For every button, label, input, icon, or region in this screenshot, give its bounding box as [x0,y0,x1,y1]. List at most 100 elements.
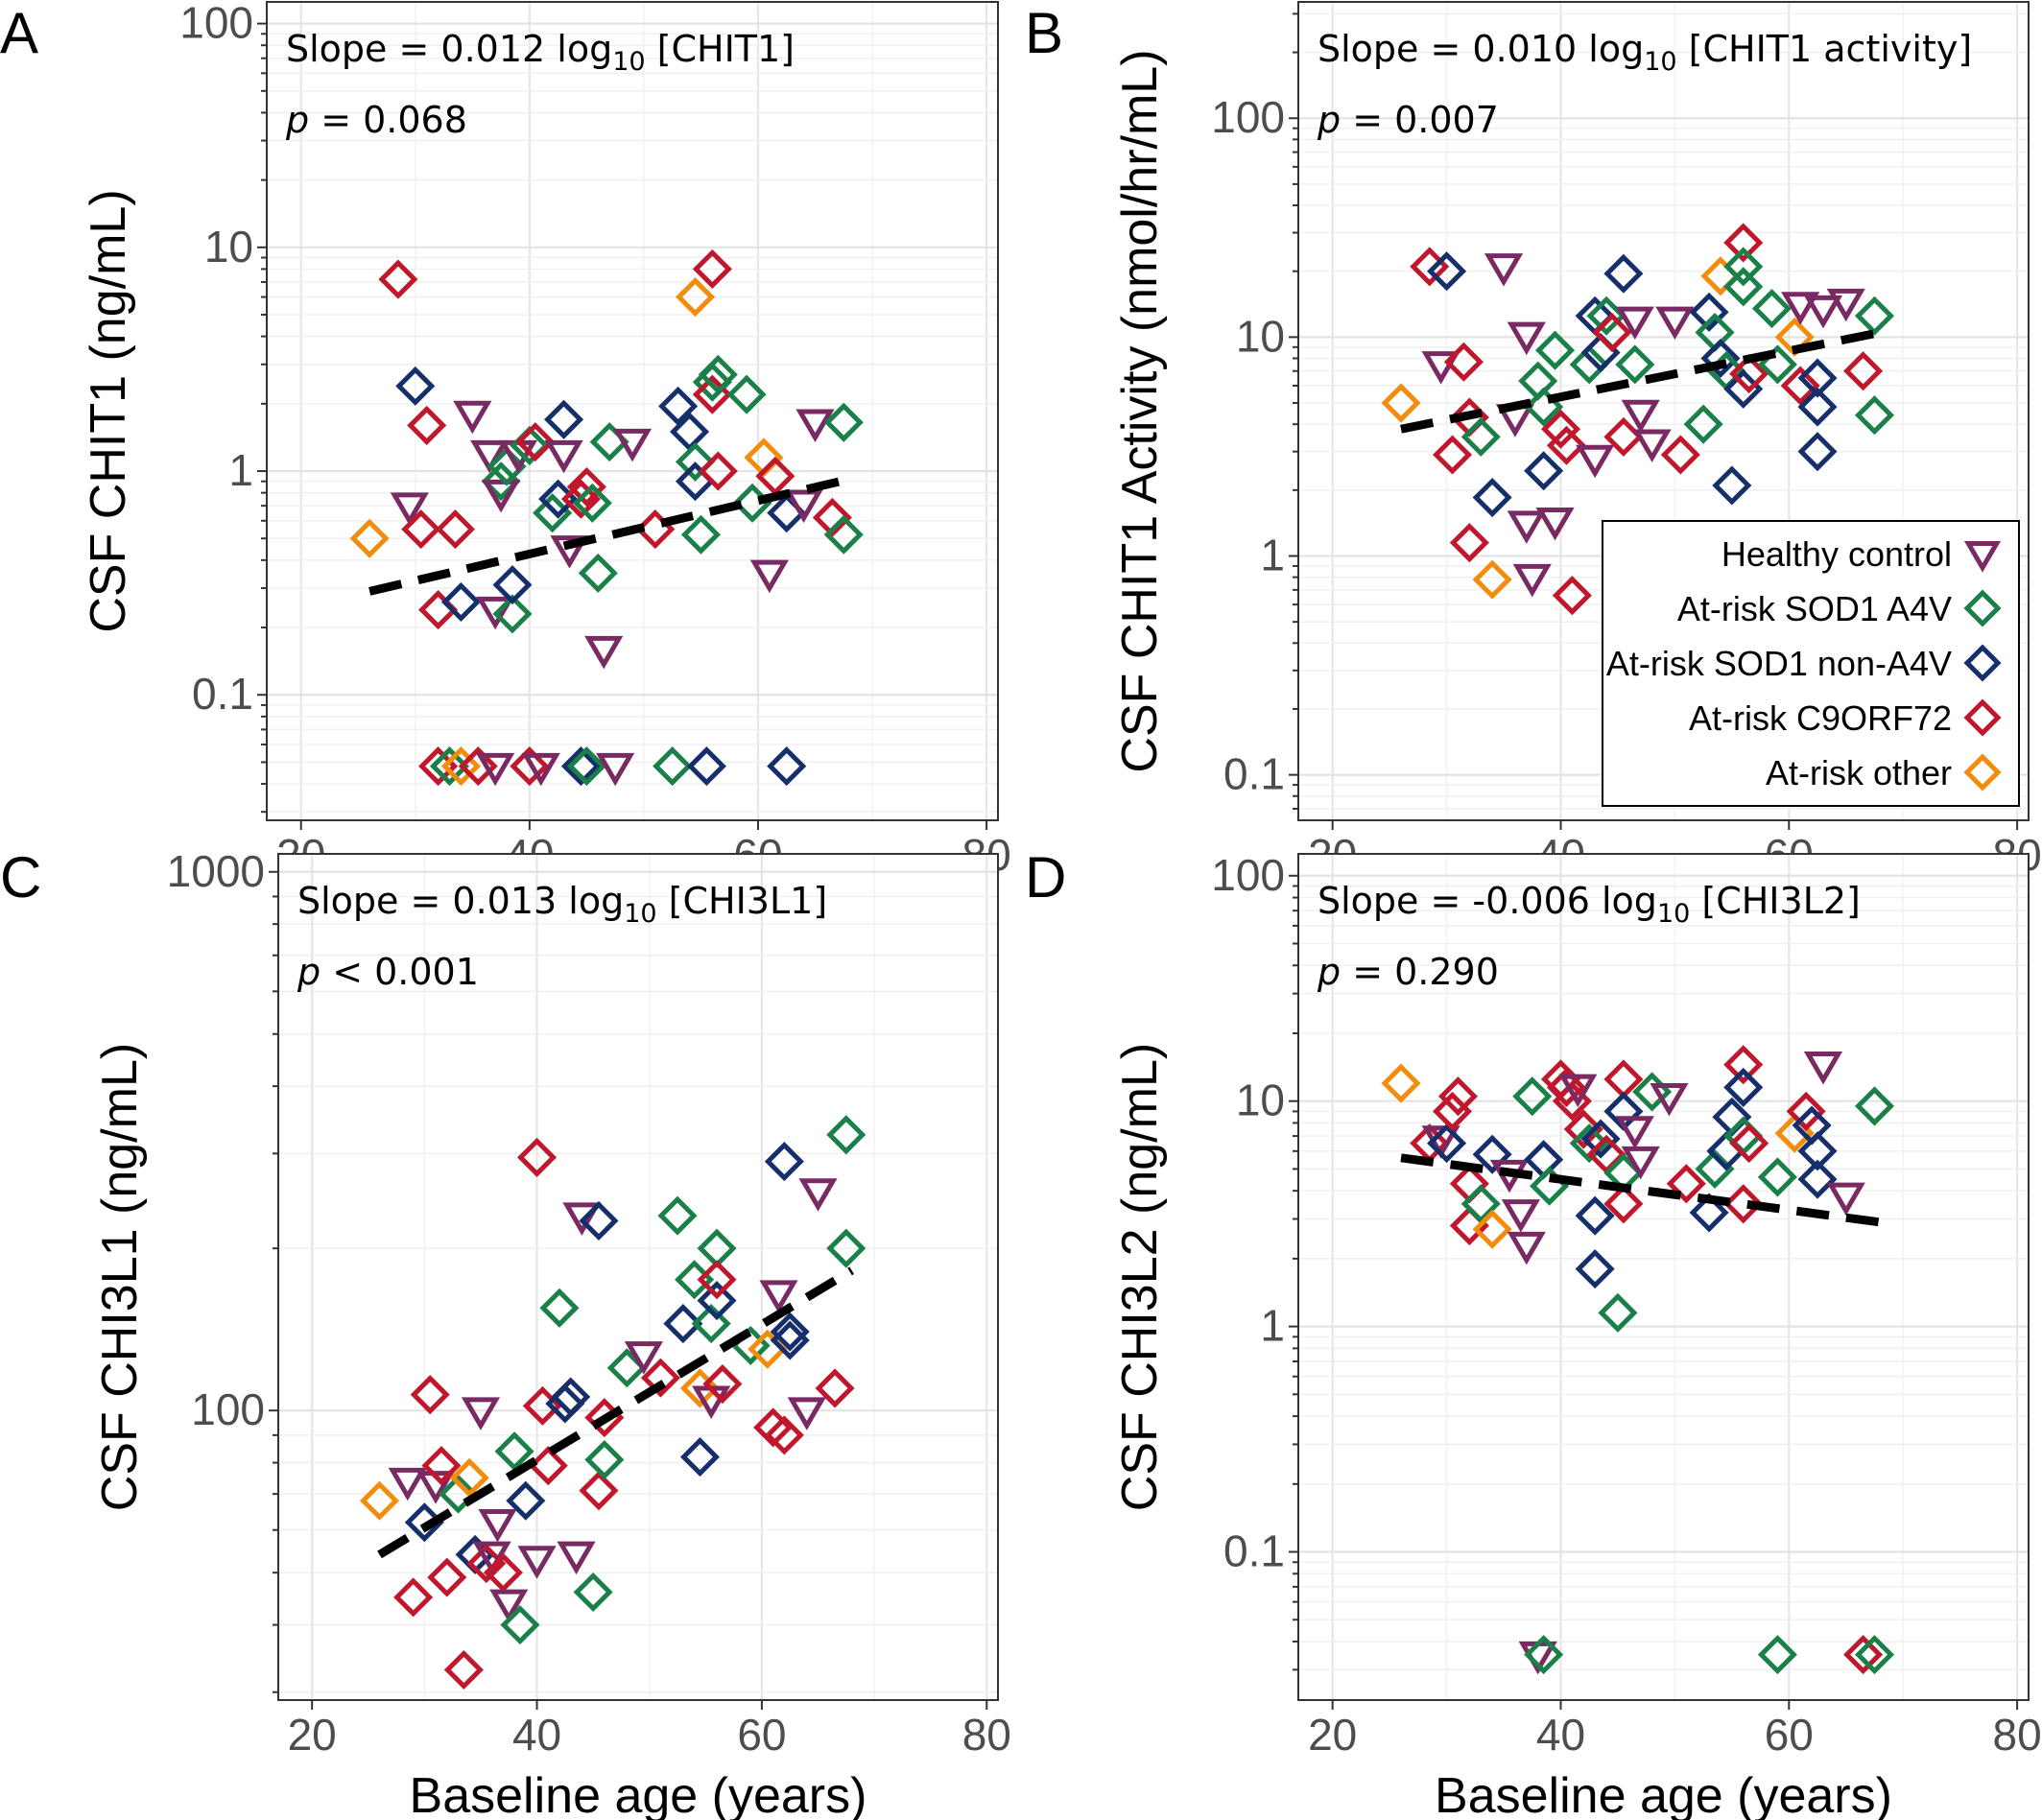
x-tick-label: 40 [1536,1710,1585,1760]
point-diamond [826,1228,867,1268]
panel-border [277,853,999,1701]
point-diamond [1586,295,1626,336]
point-triangle [517,1546,557,1579]
point-triangle [481,479,521,513]
p-value: = 0.290 [1341,951,1499,993]
point-triangle [1803,1052,1843,1085]
point-diamond [1797,1131,1838,1171]
point-diamond [349,518,390,558]
point-triangle [596,752,635,787]
point-diamond [516,1137,558,1177]
y-axis-title: CSF CHI3L2 (ng/mL) [1112,1043,1168,1511]
point-diamond [1443,342,1484,382]
point-triangle [562,1202,602,1236]
point-diamond [487,446,527,486]
point-diamond [506,1480,546,1521]
point-diamond [560,479,601,519]
point-diamond [686,746,726,787]
point-triangle [390,492,429,526]
point-diamond [494,1431,534,1472]
point-diamond [1524,451,1564,491]
legend-key-triangle [1963,541,2002,573]
slope-annotation: Slope = 0.010 log10 [CHIT1 activity] [1318,28,1972,77]
point-diamond [1575,1249,1615,1289]
point-diamond [1575,1195,1615,1236]
panel-letter-a: A [0,1,38,65]
legend: Healthy control At-risk SOD1 A4V At-risk S… [1602,520,2020,807]
point-diamond [1381,383,1421,423]
legend-label: At-risk SOD1 A4V [1677,589,1952,628]
p-value-annotation: p = 0.290 [1317,951,1499,993]
point-diamond [1460,416,1501,457]
x-tick-label: 60 [737,1710,786,1760]
point-diamond [572,483,612,523]
slope-text: Slope = -0.006 log [1318,880,1657,922]
point-diamond [1854,395,1895,436]
y-tick-label: 0.1 [1223,1526,1285,1576]
point-diamond [1843,351,1884,391]
point-triangle [749,559,789,594]
slope-subscript: 10 [624,899,656,929]
point-diamond [764,1142,804,1182]
point-diamond [1524,1635,1564,1675]
p-symbol: p [285,99,309,141]
gridlines [278,854,998,1700]
point-diamond [815,1368,855,1408]
p-value-annotation: p = 0.068 [285,99,467,141]
point-diamond [378,259,418,299]
point-diamond [1512,1076,1553,1117]
point-diamond [395,366,436,406]
point-diamond [1381,1063,1421,1103]
point-triangle [795,409,835,443]
legend-label: At-risk SOD1 non-A4V [1606,644,1952,683]
point-diamond [1723,1067,1764,1107]
point-triangle [798,1178,838,1212]
y-tick-label: 10 [1236,1075,1285,1125]
slope-text: Slope = 0.013 log [297,880,624,922]
panel-letter-b: B [1025,1,1063,65]
point-diamond [584,1440,625,1480]
point-diamond [1797,432,1838,472]
point-diamond [427,1557,467,1597]
point-diamond [1683,404,1723,444]
slope-text-suffix: [CHI3L1] [657,880,828,922]
point-diamond [726,374,767,414]
point-diamond [1723,267,1764,307]
point-diamond [823,514,864,555]
point-triangle [476,752,515,787]
point-diamond [1757,1157,1797,1197]
point-diamond [764,1415,804,1455]
point-diamond [579,1471,619,1511]
x-axis: 20 40 60 80 [288,1700,1011,1760]
point-diamond [680,514,721,555]
slope-text-suffix: [CHI3L2] [1690,880,1861,922]
point-diamond [1751,289,1792,329]
point-triangle [1507,321,1546,356]
point-diamond [528,1446,568,1486]
point-diamond [579,1200,619,1241]
legend-label: At-risk other [1766,753,1952,792]
p-value-annotation: p < 0.001 [297,951,479,993]
y-tick-label: 100 [1211,850,1285,900]
point-diamond [663,1304,703,1344]
point-triangle [476,596,515,630]
point-diamond [826,1115,867,1155]
y-axis-title: CSF CHIT1 Activity (nmol/hr/mL) [1112,49,1168,772]
p-value: < 0.001 [321,951,479,993]
x-tick-label: 40 [512,1710,561,1760]
p-value: = 0.068 [309,99,467,141]
p-value-annotation: p = 0.007 [1317,99,1499,141]
point-diamond [1843,1635,1884,1675]
point-triangle [557,1541,596,1575]
point-diamond [1472,1134,1512,1174]
point-diamond [675,441,716,482]
x-tick-label: 80 [962,1710,1011,1760]
point-diamond [1552,576,1592,616]
point-diamond [1660,435,1700,475]
p-symbol: p [1317,99,1341,141]
point-diamond [1472,559,1512,600]
panel-letter-c: C [0,845,41,910]
data-points [359,1115,867,1690]
slope-annotation: Slope = 0.012 log10 [CHIT1] [286,28,795,77]
point-triangle [1512,563,1552,598]
